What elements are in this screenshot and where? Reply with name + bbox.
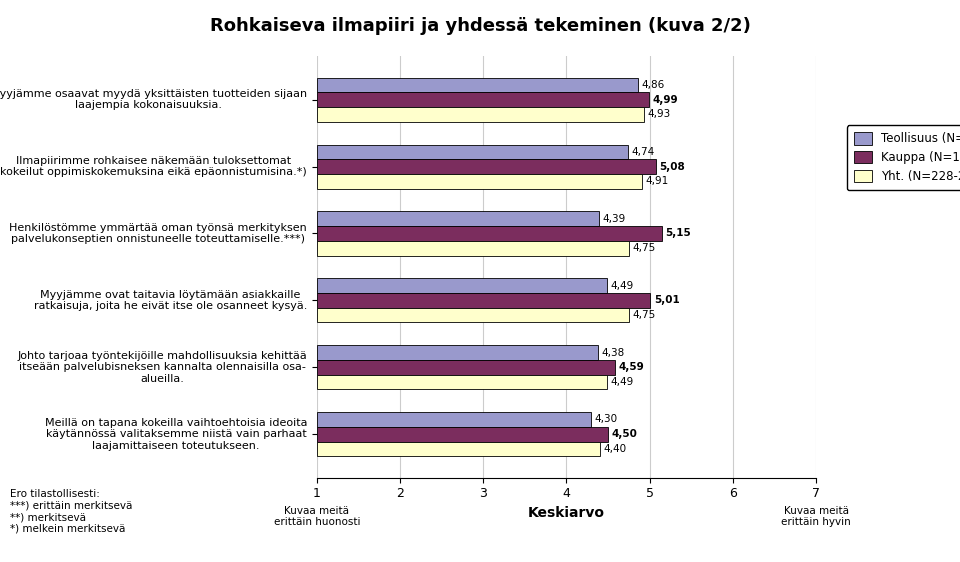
Bar (317, 107, 644, 122)
Text: 4,59: 4,59 (619, 362, 644, 372)
Text: 5,01: 5,01 (654, 296, 680, 305)
Text: Ilmapiirimme rohkaisee näkemään tuloksettomat
kokeilut oppimiskokemuksina eikä e: Ilmapiirimme rohkaisee näkemään tulokset… (0, 156, 307, 178)
Bar (317, 78, 638, 92)
Bar (317, 226, 662, 241)
Text: Johto tarjoaa työntekijöille mahdollisuuksia kehittää
itseään palvelubisneksen k: Johto tarjoaa työntekijöille mahdollisuu… (17, 351, 307, 384)
Bar (317, 174, 642, 189)
Bar (317, 278, 607, 293)
Text: 4,75: 4,75 (632, 310, 656, 320)
Bar (317, 345, 598, 360)
Bar (317, 442, 600, 456)
Text: 5,15: 5,15 (665, 229, 691, 238)
Text: 4,74: 4,74 (632, 147, 655, 157)
Text: Kuvaa meitä
erittäin huonosti: Kuvaa meitä erittäin huonosti (274, 506, 360, 527)
Text: 4,49: 4,49 (611, 280, 634, 291)
Text: 4,86: 4,86 (641, 80, 664, 90)
Text: Meillä on tapana kokeilla vaihtoehtoisia ideoita
käytännössä valitaksemme niistä: Meillä on tapana kokeilla vaihtoehtoisia… (45, 418, 307, 451)
Bar (317, 308, 629, 323)
Bar (317, 375, 607, 389)
Bar (317, 159, 657, 174)
Text: 4,40: 4,40 (603, 444, 626, 454)
Bar (317, 211, 599, 226)
Legend: Teollisuus (N=116-122), Kauppa (N=110-117), Yht. (N=228-237): Teollisuus (N=116-122), Kauppa (N=110-11… (847, 125, 960, 191)
Bar (317, 92, 649, 107)
Text: 4,93: 4,93 (647, 110, 670, 119)
Text: 4,50: 4,50 (612, 429, 637, 439)
Bar (317, 427, 608, 442)
Bar (317, 360, 615, 375)
Text: 4,30: 4,30 (594, 415, 618, 424)
Text: Henkilöstömme ymmärtää oman työnsä merkityksen
palvelukonseptien onnistuneelle t: Henkilöstömme ymmärtää oman työnsä merki… (10, 223, 307, 244)
Text: 4,99: 4,99 (652, 94, 678, 105)
Bar (317, 144, 628, 159)
Text: 4,49: 4,49 (611, 377, 634, 387)
Bar (317, 412, 591, 427)
Text: 4,39: 4,39 (602, 214, 625, 224)
Bar (317, 293, 651, 308)
Text: 4,75: 4,75 (632, 243, 656, 253)
Text: 5,08: 5,08 (660, 162, 685, 171)
Text: Myyjämme ovat taitavia löytämään asiakkaille
ratkaisuja, joita he eivät itse ole: Myyjämme ovat taitavia löytämään asiakka… (34, 289, 307, 311)
Text: Ero tilastollisesti:
***) erittäin merkitsevä
**) merkitsevä
*) melkein merkitse: Ero tilastollisesti: ***) erittäin merki… (10, 489, 132, 534)
Bar (317, 241, 629, 256)
Text: 4,91: 4,91 (645, 176, 669, 187)
Text: Keskiarvo: Keskiarvo (528, 506, 605, 520)
Text: Myyjämme osaavat myydä yksittäisten tuotteiden sijaan
laajempia kokonaisuuksia.: Myyjämme osaavat myydä yksittäisten tuot… (0, 89, 307, 111)
Text: 4,38: 4,38 (601, 347, 625, 357)
Text: Rohkaiseva ilmapiiri ja yhdessä tekeminen (kuva 2/2): Rohkaiseva ilmapiiri ja yhdessä tekemine… (209, 17, 751, 35)
Text: Kuvaa meitä
erittäin hyvin: Kuvaa meitä erittäin hyvin (781, 506, 851, 527)
